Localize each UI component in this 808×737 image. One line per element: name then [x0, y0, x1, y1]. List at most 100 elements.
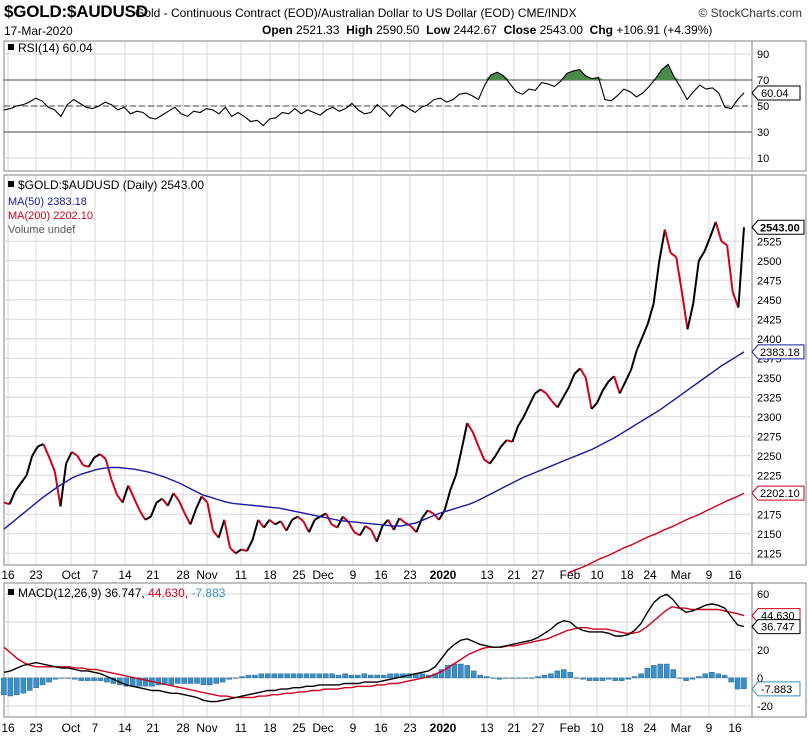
macd-histogram-bar — [123, 677, 129, 687]
price-ytick-label: 2250 — [757, 451, 781, 463]
price-segment — [534, 388, 542, 395]
macd-xtick-label: 16 — [374, 721, 388, 735]
macd-histogram-bar — [226, 677, 232, 680]
rsi-ytick-label: 70 — [757, 75, 769, 87]
price-segment — [235, 548, 242, 555]
price-ytick-label: 2525 — [757, 236, 781, 248]
price-segment — [206, 502, 214, 531]
macd-histogram-bar — [297, 673, 303, 679]
price-segment — [364, 525, 372, 531]
price-segment — [183, 513, 192, 525]
price-segment — [545, 392, 553, 402]
price-segment — [195, 495, 203, 510]
macd-histogram-bar — [625, 677, 631, 680]
macd-histogram-bar — [316, 673, 323, 679]
price-segment — [584, 377, 593, 410]
macd-xtick-label: 25 — [292, 721, 306, 735]
price-segment — [302, 520, 310, 533]
price-segment — [48, 457, 56, 472]
macd-xtick-label: 11 — [235, 721, 248, 735]
macd-histogram-bar — [136, 677, 142, 687]
macd-xtick-label: 10 — [590, 721, 604, 735]
price-segment — [601, 381, 610, 391]
high-label: High — [346, 23, 373, 37]
low-value: 2442.67 — [453, 23, 497, 37]
macd-ytick-label: 60 — [757, 589, 769, 601]
price-segment — [161, 498, 169, 507]
price-segment — [359, 525, 367, 536]
macd-ytick-label: 20 — [757, 645, 769, 657]
macd-xtick-label: Feb — [560, 721, 581, 735]
macd-histogram-bar — [174, 677, 181, 684]
panel-frame-price — [3, 174, 753, 566]
low-label: Low — [426, 23, 451, 37]
price-segment — [71, 451, 78, 457]
price-segment — [31, 445, 39, 457]
ma50-current-tag — [751, 344, 805, 360]
price-xtick-label: 16 — [728, 568, 742, 582]
price-segment — [99, 453, 107, 460]
price-segment — [630, 350, 638, 371]
macd-histogram-bar — [290, 673, 297, 679]
open-label: Open — [262, 23, 293, 37]
price-segment — [93, 453, 101, 459]
change-label: Chg — [589, 23, 613, 37]
price-xtick-label: 21 — [507, 568, 521, 582]
macd-histogram-bar — [689, 677, 696, 680]
price-segment — [375, 525, 384, 542]
macd-histogram-bar — [657, 663, 664, 679]
price-current-tag — [751, 219, 805, 235]
price-segment — [76, 455, 84, 466]
macd-histogram-bar — [503, 677, 509, 679]
price-segment — [466, 422, 474, 433]
price-segment — [200, 495, 209, 504]
price-segment — [567, 373, 576, 388]
rsi-overbought-fill — [560, 69, 605, 80]
price-xtick-label: Feb — [560, 568, 581, 582]
macd-histogram-bar — [1, 677, 7, 695]
price-segment — [488, 455, 497, 465]
macd-xtick-label: Dec — [312, 721, 333, 735]
macd-histogram-bar — [39, 677, 46, 686]
price-segment — [285, 519, 293, 532]
rsi-current-label: 60.04 — [761, 88, 789, 100]
price-ytick-label: 2450 — [757, 295, 781, 307]
macd-histogram-bar — [155, 677, 162, 686]
macd-xtick-label: 21 — [507, 721, 521, 735]
brand-logo: © StockCharts.com — [698, 6, 802, 20]
macd-histogram-bar — [265, 673, 271, 679]
macd-histogram-bar — [200, 677, 207, 686]
price-segment — [217, 519, 226, 538]
macd-xtick-label: 9 — [706, 721, 713, 735]
macd-current-tag — [751, 619, 801, 635]
price-xtick-label: 16 — [374, 568, 388, 582]
macd-histogram-bar — [567, 672, 574, 679]
price-ytick-label: 2475 — [757, 275, 781, 287]
price-xtick-label: 16 — [1, 568, 15, 582]
macd-histogram-bar — [78, 677, 84, 681]
macd-xtick-label: 23 — [29, 721, 43, 735]
macd-histogram-bar — [380, 674, 387, 679]
price-segment — [14, 482, 22, 492]
macd-histogram-bar — [303, 673, 310, 679]
macd-histogram-bar — [638, 673, 644, 679]
price-xtick-label: 28 — [176, 568, 190, 582]
price-segment — [116, 494, 124, 504]
macd-hist-current-tag — [751, 681, 801, 697]
macd-histogram-bar — [522, 677, 528, 679]
price-segment — [308, 519, 316, 533]
price-segment — [483, 458, 491, 465]
macd-histogram-bar — [323, 673, 329, 679]
macd-xtick-label: 24 — [643, 721, 657, 735]
rsi-line — [3, 63, 745, 127]
macd-histogram-bar — [483, 676, 490, 679]
rsi-overbought-fill — [649, 64, 681, 80]
price-segment — [370, 529, 378, 543]
macd-histogram-bar — [676, 677, 683, 679]
macd-histogram-bar — [516, 677, 522, 679]
price-segment — [647, 303, 655, 324]
macd-histogram-bar — [27, 677, 33, 691]
price-segment — [528, 392, 536, 406]
macd-histogram-bar — [65, 677, 72, 679]
price-segment — [121, 485, 130, 503]
